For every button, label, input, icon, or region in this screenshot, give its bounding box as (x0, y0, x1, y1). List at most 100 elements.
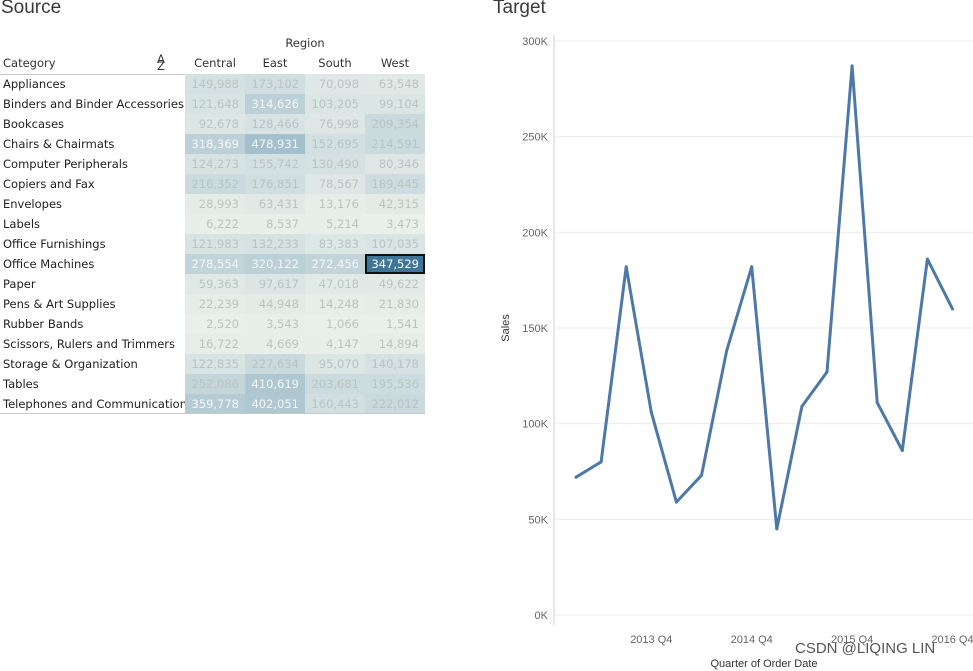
cell-central[interactable]: 318,369 (185, 134, 245, 154)
cell-west[interactable]: 21,830 (365, 294, 425, 314)
data-point[interactable] (800, 404, 804, 408)
region-header-west[interactable]: West (380, 56, 410, 70)
category-label[interactable]: Office Machines (3, 257, 95, 271)
data-point[interactable] (825, 370, 829, 374)
cell-south[interactable]: 130,490 (305, 154, 365, 174)
category-label[interactable]: Storage & Organization (3, 357, 138, 371)
category-label[interactable]: Scissors, Rulers and Trimmers (3, 337, 176, 351)
cell-south[interactable]: 14,248 (305, 294, 365, 314)
cell-east[interactable]: 97,617 (245, 274, 305, 294)
cell-west[interactable]: 99,104 (365, 94, 425, 114)
category-label[interactable]: Labels (3, 217, 41, 231)
cell-south[interactable]: 203,681 (305, 374, 365, 394)
cell-east[interactable]: 478,931 (245, 134, 305, 154)
cell-east[interactable]: 320,122 (245, 254, 305, 274)
data-point[interactable] (875, 401, 879, 405)
category-label[interactable]: Pens & Art Supplies (3, 297, 116, 311)
cell-south[interactable]: 1,066 (305, 314, 365, 334)
data-point[interactable] (750, 265, 754, 269)
category-label[interactable]: Copiers and Fax (3, 177, 95, 191)
data-point[interactable] (700, 473, 703, 477)
category-label[interactable]: Binders and Binder Accessories (3, 97, 184, 111)
cell-east[interactable]: 8,537 (245, 214, 305, 234)
cell-west[interactable]: 49,622 (365, 274, 425, 294)
cell-central[interactable]: 216,352 (185, 174, 245, 194)
cell-south[interactable]: 78,567 (305, 174, 365, 194)
category-label[interactable]: Computer Peripherals (3, 157, 128, 171)
cell-central[interactable]: 121,648 (185, 94, 245, 114)
cell-south[interactable]: 4,147 (305, 334, 365, 354)
cell-central[interactable]: 278,554 (185, 254, 245, 274)
cell-west[interactable]: 80,346 (365, 154, 425, 174)
category-label[interactable]: Rubber Bands (3, 317, 84, 331)
cell-central[interactable]: 252,086 (185, 374, 245, 394)
category-label[interactable]: Bookcases (3, 117, 65, 131)
cell-east[interactable]: 410,619 (245, 374, 305, 394)
cell-central[interactable]: 28,993 (185, 194, 245, 214)
cell-east[interactable]: 227,634 (245, 354, 305, 374)
cell-central[interactable]: 22,239 (185, 294, 245, 314)
data-point[interactable] (599, 460, 603, 464)
cell-east[interactable]: 314,626 (245, 94, 305, 114)
data-point[interactable] (775, 527, 779, 531)
cell-central[interactable]: 6,222 (185, 214, 245, 234)
cell-west[interactable]: 107,035 (365, 234, 425, 254)
cell-central[interactable]: 16,722 (185, 334, 245, 354)
category-label[interactable]: Envelopes (3, 197, 63, 211)
region-header-east[interactable]: East (262, 56, 288, 70)
cell-west[interactable]: 140,178 (365, 354, 425, 374)
region-header-south[interactable]: South (318, 56, 352, 70)
data-point[interactable] (674, 500, 678, 504)
data-point[interactable] (925, 257, 929, 261)
region-header-central[interactable]: Central (194, 56, 236, 70)
cell-central[interactable]: 121,983 (185, 234, 245, 254)
cell-south[interactable]: 272,456 (305, 254, 365, 274)
cell-west[interactable]: 3,473 (365, 214, 425, 234)
data-point[interactable] (900, 448, 904, 452)
data-point[interactable] (649, 410, 653, 414)
series-line[interactable] (574, 64, 954, 531)
cell-south[interactable]: 95,070 (305, 354, 365, 374)
cell-south[interactable]: 47,018 (305, 274, 365, 294)
data-point[interactable] (725, 349, 729, 353)
data-point[interactable] (951, 307, 954, 311)
cell-west[interactable]: 42,315 (365, 194, 425, 214)
cell-east[interactable]: 132,233 (245, 234, 305, 254)
cell-east[interactable]: 3,543 (245, 314, 305, 334)
cell-south[interactable]: 13,176 (305, 194, 365, 214)
data-point[interactable] (574, 475, 578, 479)
cell-central[interactable]: 92,678 (185, 114, 245, 134)
cell-central[interactable]: 59,363 (185, 274, 245, 294)
cell-west[interactable]: 195,536 (365, 374, 425, 394)
category-label[interactable]: Telephones and Communication (3, 397, 187, 411)
cell-central[interactable]: 149,988 (185, 74, 245, 94)
cell-south[interactable]: 103,205 (305, 94, 365, 114)
cell-south[interactable]: 152,695 (305, 134, 365, 154)
cell-south[interactable]: 76,998 (305, 114, 365, 134)
cell-south[interactable]: 70,098 (305, 74, 365, 94)
cell-central[interactable]: 122,835 (185, 354, 245, 374)
category-header[interactable]: Category (3, 56, 56, 70)
category-label[interactable]: Paper (3, 277, 36, 291)
data-point[interactable] (850, 64, 854, 68)
data-point[interactable] (624, 265, 628, 269)
cell-west[interactable]: 214,591 (365, 134, 425, 154)
cell-east[interactable]: 155,742 (245, 154, 305, 174)
cell-east[interactable]: 173,102 (245, 74, 305, 94)
cell-east[interactable]: 402,051 (245, 394, 305, 414)
category-label[interactable]: Chairs & Chairmats (3, 137, 115, 151)
cell-west[interactable]: 189,445 (365, 174, 425, 194)
cell-west[interactable]: 209,354 (365, 114, 425, 134)
cell-south[interactable]: 83,383 (305, 234, 365, 254)
cell-east[interactable]: 4,669 (245, 334, 305, 354)
cell-central[interactable]: 2,520 (185, 314, 245, 334)
cell-south[interactable]: 5,214 (305, 214, 365, 234)
category-label[interactable]: Tables (3, 377, 39, 391)
cell-west[interactable]: 1,541 (365, 314, 425, 334)
cell-east[interactable]: 63,431 (245, 194, 305, 214)
cell-west[interactable]: 347,529 (365, 254, 425, 274)
cell-east[interactable]: 44,948 (245, 294, 305, 314)
cell-central[interactable]: 124,273 (185, 154, 245, 174)
cell-west[interactable]: 63,548 (365, 74, 425, 94)
